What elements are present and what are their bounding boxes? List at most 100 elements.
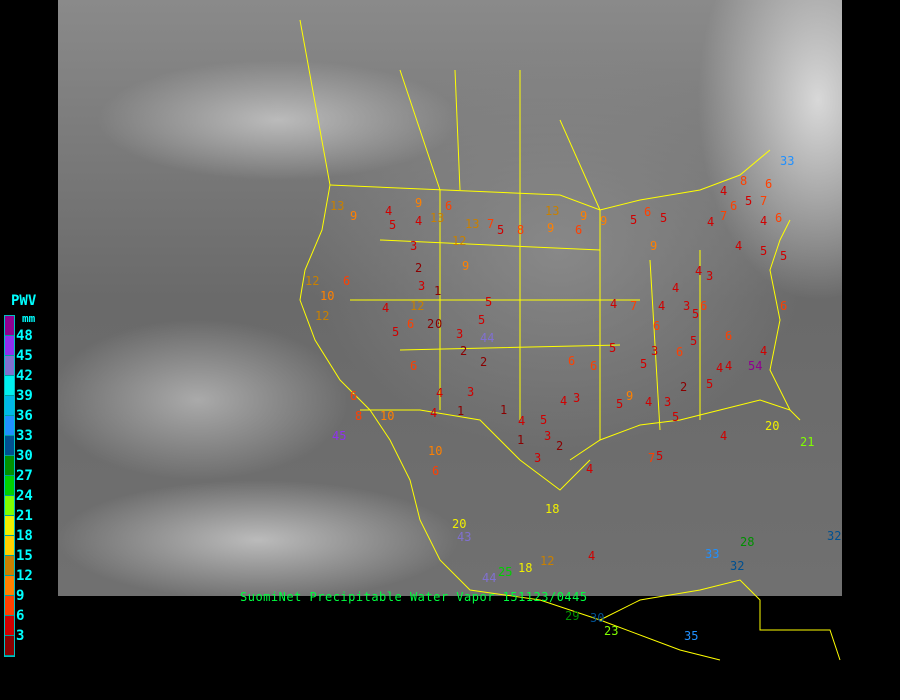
- station-pwv-label: 5: [609, 341, 617, 355]
- station-pwv-label: 0: [435, 317, 443, 331]
- station-pwv-label: 20: [765, 419, 780, 433]
- yucatan-coast: [599, 579, 841, 661]
- station-pwv-label: 2: [556, 439, 564, 453]
- station-pwv-label: 4: [385, 204, 393, 218]
- station-pwv-label: 3: [664, 395, 672, 409]
- station-pwv-label: 3: [418, 279, 426, 293]
- station-pwv-label: 7: [648, 451, 656, 465]
- station-pwv-label: 5: [672, 410, 680, 424]
- station-pwv-label: 5: [497, 223, 505, 237]
- station-pwv-label: 13: [465, 217, 480, 231]
- legend-tick: 9: [16, 588, 25, 604]
- station-pwv-label: 45: [332, 429, 347, 443]
- legend-bin: [5, 456, 14, 476]
- station-pwv-label: 3: [706, 269, 714, 283]
- station-pwv-label: 7: [720, 209, 728, 223]
- legend-bin: [5, 476, 14, 496]
- satellite-map: [58, 0, 842, 596]
- station-pwv-label: 5: [640, 357, 648, 371]
- station-pwv-label: 6: [725, 329, 733, 343]
- legend-tick: 36: [16, 408, 33, 424]
- station-pwv-label: 12: [410, 299, 425, 313]
- station-pwv-label: 4: [415, 214, 423, 228]
- legend-tick: 18: [16, 528, 33, 544]
- legend-bin: [5, 596, 14, 616]
- station-pwv-label: 20: [452, 517, 467, 531]
- station-pwv-label: 21: [800, 435, 815, 449]
- station-pwv-label: 5: [780, 249, 788, 263]
- station-pwv-label: 3: [456, 327, 464, 341]
- station-pwv-label: 4: [707, 215, 715, 229]
- legend-bin: [5, 316, 14, 336]
- map-caption: SuomiNet Precipitable Water Vapor 151123…: [240, 590, 588, 604]
- legend-tick: 24: [16, 488, 33, 504]
- station-pwv-label: 6: [730, 199, 738, 213]
- station-pwv-label: 9: [462, 259, 470, 273]
- station-pwv-label: 7: [487, 217, 495, 231]
- station-pwv-label: 28: [740, 535, 755, 549]
- legend-tick: 33: [16, 428, 33, 444]
- legend-bin: [5, 616, 14, 636]
- station-pwv-label: 12: [452, 234, 467, 248]
- station-pwv-label: 5: [616, 397, 624, 411]
- station-pwv-label: 5: [745, 194, 753, 208]
- legend-bin: [5, 356, 14, 376]
- station-pwv-label: 4: [610, 297, 618, 311]
- station-pwv-label: 2: [680, 380, 688, 394]
- station-pwv-label: 3: [534, 451, 542, 465]
- station-pwv-label: 5: [706, 377, 714, 391]
- station-pwv-label: 44: [482, 571, 497, 585]
- station-pwv-label: 9: [580, 209, 588, 223]
- station-pwv-label: 6: [568, 354, 576, 368]
- station-pwv-label: 5: [540, 413, 548, 427]
- station-pwv-label: 10: [320, 289, 335, 303]
- station-pwv-label: 3: [573, 391, 581, 405]
- station-pwv-label: 12: [305, 274, 320, 288]
- station-pwv-label: 8: [517, 223, 525, 237]
- station-pwv-label: 6: [590, 359, 598, 373]
- station-pwv-label: 6: [343, 274, 351, 288]
- station-pwv-label: 6: [653, 319, 661, 333]
- west-coast: [299, 184, 721, 661]
- station-pwv-label: 1: [434, 284, 442, 298]
- legend-tick: 6: [16, 608, 25, 624]
- legend-tick: 3: [16, 628, 25, 644]
- station-pwv-label: 4: [588, 549, 596, 563]
- station-pwv-label: 4: [720, 184, 728, 198]
- station-pwv-label: 4: [518, 414, 526, 428]
- station-pwv-label: 4: [695, 264, 703, 278]
- station-pwv-label: 6: [350, 389, 358, 403]
- station-pwv-label: 35: [684, 629, 699, 643]
- station-pwv-label: 13: [430, 211, 445, 225]
- station-pwv-label: 2: [427, 317, 435, 331]
- legend-tick: 21: [16, 508, 33, 524]
- legend-tick: 12: [16, 568, 33, 584]
- station-pwv-label: 6: [410, 359, 418, 373]
- station-pwv-label: 13: [330, 199, 345, 213]
- station-pwv-label: 4: [645, 395, 653, 409]
- station-pwv-label: 2: [460, 344, 468, 358]
- station-pwv-label: 4: [436, 386, 444, 400]
- station-pwv-label: 5: [630, 213, 638, 227]
- station-pwv-label: 5: [485, 295, 493, 309]
- station-pwv-label: 7: [760, 194, 768, 208]
- station-pwv-label: 4: [560, 394, 568, 408]
- station-pwv-label: 6: [775, 211, 783, 225]
- station-pwv-label: 2: [415, 261, 423, 275]
- station-pwv-label: 8: [740, 174, 748, 188]
- station-pwv-label: 5: [389, 218, 397, 232]
- station-pwv-label: 44: [480, 331, 495, 345]
- canada-provinces: [299, 19, 601, 211]
- station-pwv-label: 6: [432, 464, 440, 478]
- legend-tick: 39: [16, 388, 33, 404]
- station-pwv-label: 3: [410, 239, 418, 253]
- station-pwv-label: 4: [672, 281, 680, 295]
- station-pwv-label: 6: [780, 299, 788, 313]
- station-pwv-label: 5: [656, 449, 664, 463]
- station-pwv-label: 7: [630, 299, 638, 313]
- station-pwv-label: 23: [604, 624, 619, 638]
- station-pwv-label: 6: [407, 317, 415, 331]
- station-pwv-label: 1: [517, 433, 525, 447]
- station-pwv-label: 4: [720, 429, 728, 443]
- station-pwv-label: 9: [547, 221, 555, 235]
